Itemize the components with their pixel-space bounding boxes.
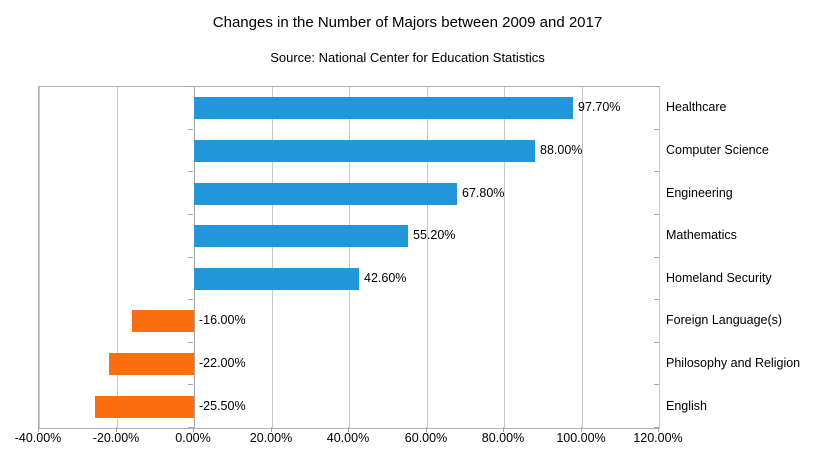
x-axis-tick-mark xyxy=(38,427,39,432)
right-axis-tick-mark xyxy=(654,129,659,130)
category-axis-tick-mark xyxy=(188,384,193,385)
category-axis-tick-mark xyxy=(188,171,193,172)
chart-subtitle: Source: National Center for Education St… xyxy=(270,50,545,65)
category-axis-tick-mark xyxy=(188,342,193,343)
category-axis-tick-mark xyxy=(188,86,193,87)
x-axis-tick-label: -20.00% xyxy=(92,431,140,445)
right-axis-tick-mark xyxy=(654,214,659,215)
gridline xyxy=(504,87,505,428)
bar-foreign-language-s xyxy=(132,310,194,332)
right-axis-tick-mark xyxy=(654,86,659,87)
bar-homeland-security xyxy=(194,268,359,290)
value-label: 67.80% xyxy=(462,186,505,200)
x-axis-tick-label: 20.00% xyxy=(249,431,293,445)
bar-english xyxy=(95,396,194,418)
category-label: Philosophy and Religion xyxy=(666,356,801,370)
bar-healthcare xyxy=(194,97,573,119)
right-axis-tick-mark xyxy=(654,171,659,172)
zero-axis-line xyxy=(194,87,195,428)
value-label: -22.00% xyxy=(199,356,246,370)
x-axis-tick-label: 100.00% xyxy=(556,431,606,445)
bar-engineering xyxy=(194,183,457,205)
right-axis-tick-mark xyxy=(654,342,659,343)
gridline xyxy=(427,87,428,428)
x-axis-tick-mark xyxy=(658,427,659,432)
gridline xyxy=(39,87,40,428)
gridline xyxy=(582,87,583,428)
x-axis-tick-label: 60.00% xyxy=(404,431,448,445)
gridline xyxy=(272,87,273,428)
category-label: Homeland Security xyxy=(666,271,772,285)
value-label: 42.60% xyxy=(364,271,407,285)
category-label: Computer Science xyxy=(666,143,769,157)
gridline xyxy=(117,87,118,428)
category-axis-tick-mark xyxy=(188,427,193,428)
category-label: English xyxy=(666,399,707,413)
bar-computer-science xyxy=(194,140,535,162)
right-axis-tick-mark xyxy=(654,427,659,428)
x-axis-tick-mark xyxy=(581,427,582,432)
x-axis-tick-label: 120.00% xyxy=(633,431,683,445)
x-axis-tick-mark xyxy=(426,427,427,432)
category-label: Engineering xyxy=(666,186,733,200)
x-axis-tick-label: 80.00% xyxy=(481,431,525,445)
x-axis-tick-mark xyxy=(348,427,349,432)
gridline xyxy=(659,87,660,428)
right-axis-tick-mark xyxy=(654,299,659,300)
gridline xyxy=(349,87,350,428)
x-axis-tick-label: -40.00% xyxy=(14,431,62,445)
category-label: Mathematics xyxy=(666,228,737,242)
x-axis-tick-label: 40.00% xyxy=(326,431,370,445)
x-axis-tick-mark xyxy=(503,427,504,432)
category-label: Healthcare xyxy=(666,100,727,114)
right-axis-tick-mark xyxy=(654,257,659,258)
value-label: -16.00% xyxy=(199,313,246,327)
plot-area xyxy=(38,86,660,429)
bar-mathematics xyxy=(194,225,408,247)
category-axis-tick-mark xyxy=(188,129,193,130)
category-axis-tick-mark xyxy=(188,299,193,300)
category-label: Foreign Language(s) xyxy=(666,313,783,327)
category-axis-tick-mark xyxy=(188,257,193,258)
value-label: 88.00% xyxy=(540,143,583,157)
value-label: -25.50% xyxy=(199,399,246,413)
x-axis-tick-label: 0.00% xyxy=(175,431,211,445)
value-label: 55.20% xyxy=(413,228,456,242)
x-axis-tick-mark xyxy=(193,427,194,432)
x-axis-tick-mark xyxy=(116,427,117,432)
category-axis-tick-mark xyxy=(188,214,193,215)
value-label: 97.70% xyxy=(578,100,621,114)
right-axis-tick-mark xyxy=(654,384,659,385)
x-axis-tick-mark xyxy=(271,427,272,432)
bar-philosophy-and-religion xyxy=(109,353,194,375)
chart-title: Changes in the Number of Majors between … xyxy=(212,14,603,31)
